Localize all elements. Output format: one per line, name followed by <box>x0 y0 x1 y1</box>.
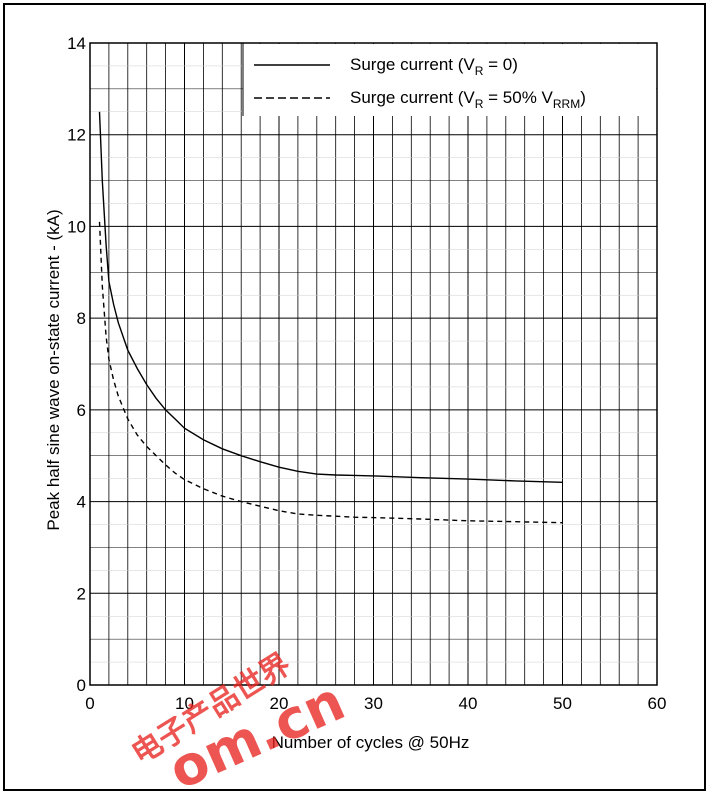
y-axis-label: Peak half sine wave on-state current - (… <box>44 209 63 530</box>
x-tick-label: 40 <box>459 694 478 713</box>
y-tick-label: 8 <box>77 309 86 328</box>
watermark: 电子产品世界 om.cn <box>126 647 354 794</box>
chart-frame <box>3 3 706 791</box>
series-line <box>98 111 563 483</box>
y-tick-label: 10 <box>67 217 86 236</box>
grid <box>90 43 657 685</box>
x-tick-label: 50 <box>553 694 572 713</box>
x-tick-label: 20 <box>270 694 289 713</box>
plot-area <box>89 42 658 686</box>
series-line <box>98 221 563 524</box>
y-tick-label: 12 <box>67 126 86 145</box>
x-tick-label: 10 <box>175 694 194 713</box>
legend-background <box>243 44 656 116</box>
x-tick-label: 0 <box>85 694 94 713</box>
legend-label: Surge current (VR = 50% VRRM) <box>350 88 586 111</box>
y-tick-label: 6 <box>77 401 86 420</box>
legend: Surge current (VR = 0) Surge current (VR … <box>254 55 586 111</box>
x-axis-label: Number of cycles @ 50Hz <box>272 733 470 752</box>
x-tick-label: 30 <box>364 694 383 713</box>
y-tick-label: 0 <box>77 676 86 695</box>
series-group <box>98 111 563 524</box>
tick-labels: 0 10 20 30 40 50 60 0 2 4 6 8 10 12 14 <box>67 34 666 713</box>
legend-label: Surge current (VR = 0) <box>350 55 518 78</box>
x-tick-label: 60 <box>648 694 667 713</box>
y-tick-label: 2 <box>77 584 86 603</box>
y-tick-label: 4 <box>77 493 86 512</box>
y-tick-label: 14 <box>67 34 86 53</box>
